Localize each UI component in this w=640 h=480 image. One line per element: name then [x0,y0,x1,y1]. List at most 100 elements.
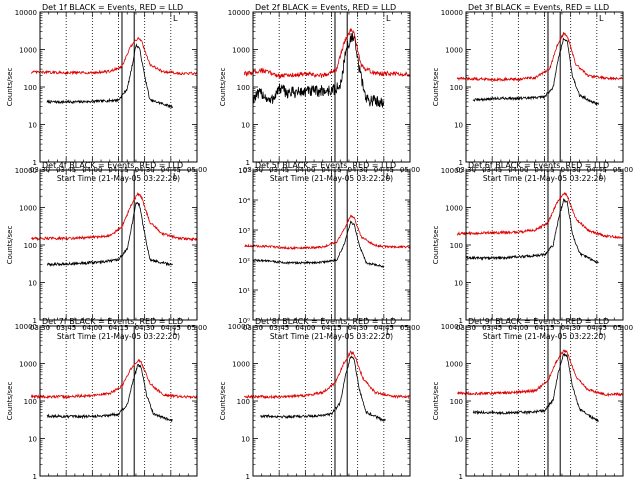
y-tick-label: 10000 [15,9,37,17]
y-tick-label: 10000 [441,167,463,175]
y-axis-label: Counts/sec [432,68,440,107]
corner-marker: L [173,328,178,337]
y-axis-label: Counts/sec [219,382,227,421]
corner-marker: L [599,172,604,181]
x-axis-label: Start Time (21-May-05 03:22:20) [483,332,606,341]
y-axis-label: Counts/sec [6,226,14,265]
lld-series-line [457,349,624,397]
plot-panel: Det 2f BLACK = Events, RED = LLD L 1 10 100 1… [219,3,420,183]
y-tick-label: 100 [237,398,250,406]
x-axis-label: Start Time (21-May-05 03:22:20) [270,332,393,341]
plot-panel: Det 1f BLACK = Events, RED = LLD L 1 10 100 1… [6,3,207,183]
y-tick-label: 1000 [445,205,463,213]
y-tick-label: 10³ [238,227,250,235]
corner-marker: L [386,172,391,181]
y-tick-label: 1000 [445,47,463,55]
plot-panel: Det 6f BLACK = Events, RED = LLD L 1 10 100 1… [432,161,633,341]
y-tick-label: 100 [24,242,37,250]
corner-marker: L [173,172,178,181]
y-axis-label: Counts/sec [432,226,440,265]
y-tick-label: 10⁵ [238,167,250,175]
y-tick-label: 10² [238,257,250,265]
y-tick-label: 10000 [15,167,37,175]
y-axis-label: Counts/sec [432,382,440,421]
events-series-line [472,353,599,423]
x-axis-label: Start Time (21-May-05 03:22:20) [57,174,180,183]
plot-title: Det 7f BLACK = Events, RED = LLD [42,317,183,326]
x-axis-label: Start Time (21-May-05 03:22:20) [483,174,606,183]
lld-series-line [244,214,411,251]
events-series-line [252,220,385,269]
events-series-line [46,43,173,109]
plot-panel: Det 7f BLACK = Events, RED = LLD L 1 10 100 1… [6,317,198,480]
y-tick-label: 1 [33,159,37,167]
y-axis-label: Counts/sec [6,68,14,107]
plot-panel: Det 9f BLACK = Events, RED = LLD L 1 10 100 1… [432,317,624,480]
y-tick-label: 100 [450,84,463,92]
plot-title: Det 3f BLACK = Events, RED = LLD [468,3,609,12]
y-tick-label: 10 [28,280,37,288]
x-axis-label: Start Time (21-May-05 03:22:20) [270,174,393,183]
lld-series-line [30,358,198,400]
events-series-line [260,355,386,422]
y-tick-label: 10000 [228,323,250,331]
y-tick-label: 1000 [19,205,37,213]
y-tick-label: 10 [28,122,37,130]
y-tick-label: 1 [246,159,250,167]
y-tick-label: 1 [459,473,463,480]
y-tick-label: 10 [454,280,463,288]
plot-title: Det 9f BLACK = Events, RED = LLD [468,317,609,326]
y-tick-label: 10000 [228,9,250,17]
plot-title: Det 2f BLACK = Events, RED = LLD [255,3,396,12]
y-tick-label: 100 [237,84,250,92]
events-series-line [465,198,599,264]
y-tick-label: 10⁴ [238,197,250,205]
lld-series-line [456,32,624,82]
y-axis-label: Counts/sec [219,68,227,107]
plot-title: Det 1f BLACK = Events, RED = LLD [42,3,183,12]
plot-panel: Det 3f BLACK = Events, RED = LLD L 1 10 100 1… [432,3,633,183]
y-tick-label: 100 [450,242,463,250]
y-tick-label: 10 [454,122,463,130]
events-series-line [252,32,385,108]
plot-title: Det 6f BLACK = Events, RED = LLD [468,161,609,170]
plot-panel: Det 4f BLACK = Events, RED = LLD L 1 10 100 1… [6,161,207,341]
y-tick-label: 10000 [441,323,463,331]
y-tick-label: 100 [450,398,463,406]
y-tick-label: 1000 [232,47,250,55]
lld-series-line [243,28,411,79]
plot-title: Det 4f BLACK = Events, RED = LLD [42,161,183,170]
y-tick-label: 1000 [232,361,250,369]
y-tick-label: 10 [241,122,250,130]
plot-panel: Det 5f BLACK = Events, RED = LLD L 10⁰ 10¹ 1… [238,161,420,341]
y-tick-label: 1 [459,159,463,167]
y-tick-label: 10000 [441,9,463,17]
y-tick-label: 1 [459,317,463,325]
y-tick-label: 10⁰ [238,317,250,325]
y-tick-label: 10000 [15,323,37,331]
lld-series-line [31,191,198,242]
y-tick-label: 1 [33,473,37,480]
y-tick-label: 1000 [445,361,463,369]
corner-marker: L [386,328,391,337]
y-tick-label: 10¹ [238,287,250,295]
y-tick-label: 10 [28,436,37,444]
corner-marker: L [599,328,604,337]
x-axis-label: Start Time (21-May-05 03:22:20) [57,332,180,341]
plot-panel: Det 8f BLACK = Events, RED = LLD L 1 10 100 1… [219,317,411,480]
y-tick-label: 1 [33,317,37,325]
lld-series-line [30,36,197,76]
y-tick-label: 100 [24,398,37,406]
corner-marker: L [173,14,178,23]
y-tick-label: 1000 [19,47,37,55]
y-tick-label: 1 [246,473,250,480]
corner-marker: L [599,14,604,23]
y-tick-label: 100 [24,84,37,92]
lld-series-line [244,350,411,400]
corner-marker: L [386,14,391,23]
y-tick-label: 1000 [19,361,37,369]
events-series-line [46,201,173,267]
plot-title: Det 8f BLACK = Events, RED = LLD [255,317,396,326]
